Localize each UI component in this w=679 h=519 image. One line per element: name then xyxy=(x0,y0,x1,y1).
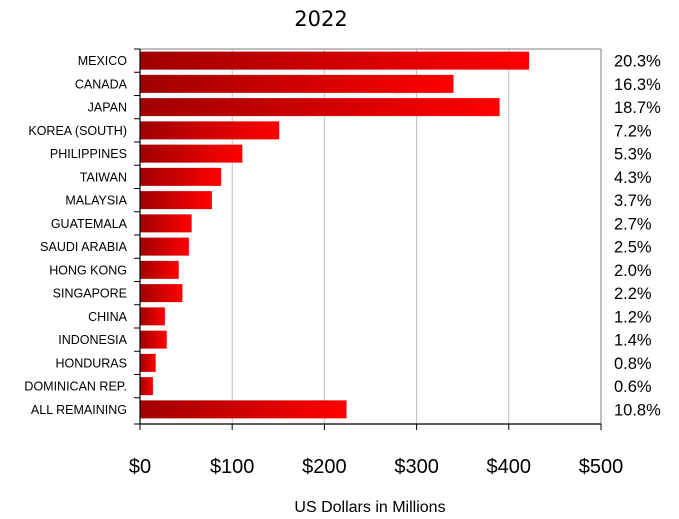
bar xyxy=(140,98,500,117)
category-label: HONG KONG xyxy=(49,263,127,277)
x-tick-label: $500 xyxy=(579,456,624,478)
x-tick-label: $0 xyxy=(129,456,151,478)
bar xyxy=(140,74,454,93)
category-label: KOREA (SOUTH) xyxy=(28,124,127,138)
bar xyxy=(140,51,530,70)
percent-label: 0.6% xyxy=(614,378,652,396)
bar xyxy=(140,191,212,210)
category-label: PHILIPPINES xyxy=(50,147,127,161)
bar xyxy=(140,167,222,186)
percent-label: 18.7% xyxy=(614,99,661,117)
percent-label: 0.8% xyxy=(614,355,652,373)
bar xyxy=(140,260,179,279)
x-tick-label: $200 xyxy=(302,456,347,478)
x-axis-title: US Dollars in Millions xyxy=(294,499,445,516)
chart-title: 2022 xyxy=(294,7,347,31)
category-label: ALL REMAINING xyxy=(31,403,127,417)
percent-label: 7.2% xyxy=(614,122,652,140)
bar xyxy=(140,284,183,303)
category-label: SAUDI ARABIA xyxy=(40,240,127,254)
category-label: CANADA xyxy=(75,77,128,91)
bar xyxy=(140,237,189,256)
x-tick-label: $300 xyxy=(394,456,439,478)
percent-label: 10.8% xyxy=(614,401,661,419)
percent-label: 1.4% xyxy=(614,332,652,350)
bar xyxy=(140,144,243,163)
category-label: JAPAN xyxy=(88,101,127,115)
percent-label: 5.3% xyxy=(614,146,652,164)
category-label: TAIWAN xyxy=(80,170,127,184)
percent-label: 20.3% xyxy=(614,53,661,71)
category-label: MALAYSIA xyxy=(65,194,127,208)
percent-label: 3.7% xyxy=(614,192,652,210)
x-tick-label: $400 xyxy=(487,456,532,478)
bar xyxy=(140,400,347,419)
percent-label: 4.3% xyxy=(614,169,652,187)
percent-label: 2.7% xyxy=(614,215,652,233)
category-label: INDONESIA xyxy=(58,333,127,347)
x-tick-labels: $0 $100 $200 $300 $400 $500 xyxy=(129,456,623,478)
category-labels: MEXICO CANADA JAPAN KOREA (SOUTH) PHILIPPINE… xyxy=(24,54,127,417)
bar xyxy=(140,377,153,396)
bar xyxy=(140,330,167,349)
percent-label: 2.2% xyxy=(614,285,652,303)
bar xyxy=(140,307,165,326)
bar xyxy=(140,121,280,140)
x-tick-label: $100 xyxy=(210,456,255,478)
category-label: CHINA xyxy=(88,310,128,324)
percent-label: 2.5% xyxy=(614,239,652,257)
category-label: DOMINICAN REP. xyxy=(24,380,127,394)
axes xyxy=(134,48,602,430)
percent-label: 2.0% xyxy=(614,262,652,280)
bars xyxy=(140,51,530,419)
percent-label: 1.2% xyxy=(614,308,652,326)
category-label: HONDURAS xyxy=(55,356,127,370)
percent-labels: 20.3% 16.3% 18.7% 7.2% 5.3% 4.3% 3.7% 2.7% 2.5% 2… xyxy=(614,53,661,420)
percent-label: 16.3% xyxy=(614,76,661,94)
category-label: SINGAPORE xyxy=(53,287,127,301)
bar xyxy=(140,214,192,233)
category-label: MEXICO xyxy=(78,54,128,68)
category-label: GUATEMALA xyxy=(51,217,128,231)
bar xyxy=(140,353,156,372)
